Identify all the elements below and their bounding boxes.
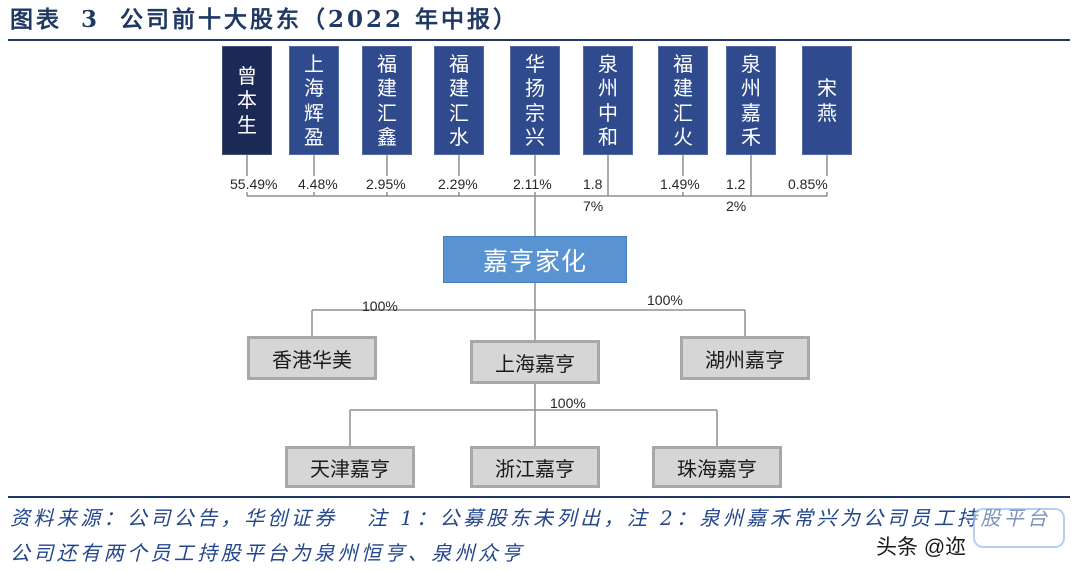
shareholder-box: 华扬宗兴	[510, 46, 560, 155]
sub-subsidiary-box: 天津嘉亨	[285, 446, 415, 488]
stake-label: 1.49%	[660, 173, 700, 195]
subsidiary-stake-right: 100%	[647, 292, 683, 308]
sub-subsidiary-name: 天津嘉亨	[310, 456, 390, 481]
shareholder-stake: 1.22%	[726, 176, 747, 214]
source-notes: 注 1：公募股东未列出，注 2：泉州嘉禾常兴为公司员工持股平台	[367, 506, 1051, 530]
stake-label: 0.85%	[788, 173, 828, 195]
shareholder-name: 福建汇火	[673, 51, 693, 150]
figure-label: 图表 3	[10, 6, 101, 33]
stake-label: 1.87%	[583, 173, 613, 217]
source-citation: 资料来源：公司公告，华创证券	[10, 506, 338, 530]
subsidiary-box: 湖州嘉亨	[680, 336, 810, 380]
shareholder-name: 宋燕	[817, 76, 837, 125]
shareholder-box: 曾本生	[222, 46, 272, 155]
subsidiary-name: 香港华美	[272, 347, 352, 372]
shareholder-box: 福建汇火	[658, 46, 708, 155]
stake-label: 2.29%	[438, 173, 478, 195]
top-rule	[8, 39, 1070, 41]
source-notes-continued: 公司还有两个员工持股平台为泉州恒亨、泉州众亨	[10, 541, 525, 565]
subsidiary-box: 香港华美	[247, 336, 377, 380]
shareholder-name: 曾本生	[237, 63, 257, 137]
stake-label: 4.48%	[298, 173, 338, 195]
shareholder-box: 上海辉盈	[289, 46, 339, 155]
sub-subsidiary-box: 浙江嘉亨	[470, 446, 600, 488]
shareholder-name: 泉州中和	[598, 51, 618, 150]
company-box: 嘉亨家化	[443, 236, 627, 283]
shareholder-stake: 1.87%	[583, 176, 604, 214]
bottom-rule	[8, 496, 1070, 498]
company-name: 嘉亨家化	[482, 246, 587, 276]
shareholder-box: 福建汇水	[434, 46, 484, 155]
stake-label: 55.49%	[230, 173, 278, 195]
subsidiary-box: 上海嘉亨	[470, 340, 600, 384]
shareholder-box: 泉州嘉禾	[726, 46, 776, 155]
sub-subsidiary-box: 珠海嘉亨	[652, 446, 782, 488]
shareholder-name: 华扬宗兴	[525, 51, 545, 150]
shareholder-stake: 2.95%	[366, 176, 406, 192]
shareholder-box: 宋燕	[802, 46, 852, 155]
shareholder-stake: 55.49%	[230, 176, 278, 192]
figure-title: 公司前十大股东（2022 年中报）	[120, 6, 520, 33]
shareholder-stake: 2.29%	[438, 176, 478, 192]
watermark-text: 头条 @迩	[876, 536, 967, 559]
shareholder-name: 上海辉盈	[304, 51, 324, 150]
shareholder-stake: 0.85%	[788, 176, 828, 192]
shareholder-stake: 4.48%	[298, 176, 338, 192]
stake-label: 1.22%	[726, 173, 756, 217]
shareholder-name: 福建汇鑫	[377, 51, 397, 150]
subsidiary-stake-left: 100%	[362, 298, 398, 314]
shareholder-name: 泉州嘉禾	[741, 51, 761, 150]
watermark-logo	[973, 508, 1065, 548]
shareholder-stake: 2.11%	[513, 176, 552, 192]
sub-subsidiary-name: 浙江嘉亨	[495, 456, 575, 481]
shareholder-name: 福建汇水	[449, 51, 469, 150]
shareholder-box: 福建汇鑫	[362, 46, 412, 155]
stake-label: 2.11%	[513, 173, 552, 195]
shareholder-box: 泉州中和	[583, 46, 633, 155]
stake-label: 2.95%	[366, 173, 406, 195]
sub-subsidiary-name: 珠海嘉亨	[677, 456, 757, 481]
subsidiary-name: 湖州嘉亨	[705, 347, 785, 372]
sub-subsidiary-stake: 100%	[550, 395, 586, 411]
subsidiary-name: 上海嘉亨	[495, 351, 575, 376]
shareholder-stake: 1.49%	[660, 176, 700, 192]
